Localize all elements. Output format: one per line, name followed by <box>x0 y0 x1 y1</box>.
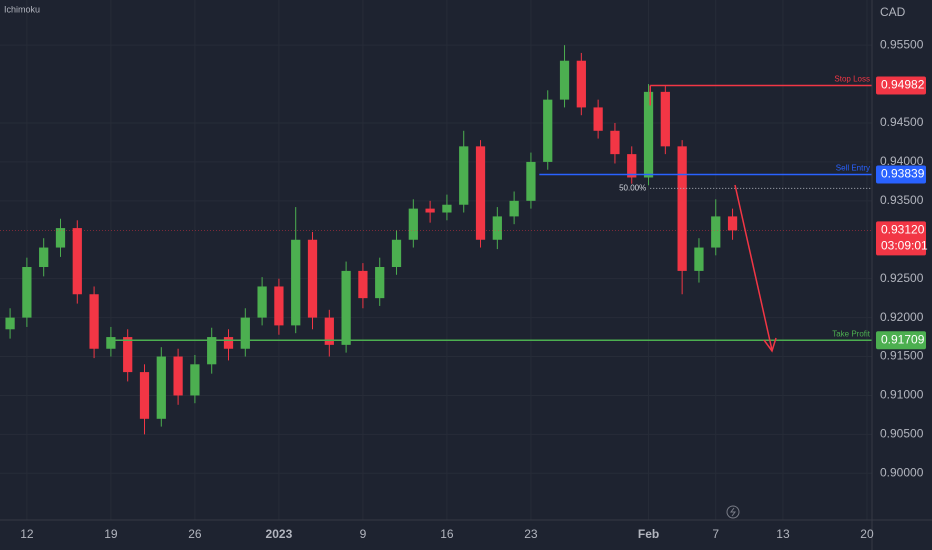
candle-body <box>727 216 738 231</box>
candle-body <box>291 239 301 326</box>
level-box <box>876 331 926 350</box>
level-price: 0.93839 <box>881 167 925 181</box>
currency-label: CAD <box>880 5 906 19</box>
candle-body <box>341 270 351 345</box>
candle-body <box>190 364 200 396</box>
candle-body <box>593 107 603 131</box>
level-name: Stop Loss <box>834 75 870 84</box>
y-tick-label: 0.94500 <box>880 115 924 129</box>
candle-body <box>627 154 637 178</box>
candle-body <box>358 270 368 299</box>
y-tick-label: 0.91500 <box>880 349 924 363</box>
x-tick-label: 2023 <box>266 527 293 541</box>
level-name: Take Profit <box>832 329 871 338</box>
candle-body <box>207 337 217 365</box>
last-price-label: 0.93120 <box>881 223 925 237</box>
candle-body <box>643 91 654 178</box>
level-name: Sell Entry <box>836 164 870 173</box>
fib-label: 50.00% <box>619 183 646 192</box>
x-tick-label: 26 <box>188 527 202 541</box>
candle-body <box>55 228 66 248</box>
countdown-label: 03:09:01 <box>881 239 928 253</box>
candle-body <box>72 228 82 295</box>
candle-body <box>139 372 150 419</box>
candle-body <box>408 208 418 240</box>
x-tick-label: 12 <box>20 527 34 541</box>
level-box <box>876 76 926 95</box>
candle-body <box>543 99 553 162</box>
level-price: 0.91709 <box>881 332 925 346</box>
candle-body <box>694 247 704 271</box>
candle-body <box>509 200 519 217</box>
candle-body <box>425 208 435 213</box>
plot-area <box>0 45 872 435</box>
candle-body <box>576 60 586 108</box>
x-tick-label: 9 <box>360 527 367 541</box>
y-tick-label: 0.91000 <box>880 388 924 402</box>
x-tick-label: 13 <box>776 527 790 541</box>
candle-body <box>106 337 116 349</box>
y-tick-label: 0.94000 <box>880 154 924 168</box>
candle-body <box>123 337 133 373</box>
y-tick-label: 0.90000 <box>880 465 924 479</box>
candle-body <box>711 216 721 248</box>
x-tick-label: 7 <box>712 527 719 541</box>
candle-body <box>257 286 267 318</box>
candle-body <box>307 239 318 318</box>
candle-body <box>442 204 452 213</box>
candle-body <box>492 216 502 240</box>
x-tick-label: 20 <box>860 527 874 541</box>
replay-icon[interactable] <box>726 505 740 519</box>
candle-body <box>475 146 486 240</box>
y-tick-label: 0.90500 <box>880 427 924 441</box>
grid <box>0 0 872 520</box>
candle-body <box>223 337 234 349</box>
candle-body <box>240 317 250 349</box>
level-price: 0.94982 <box>881 78 925 92</box>
candle-body <box>324 317 334 345</box>
candle-body <box>22 267 32 318</box>
x-tick-label: 23 <box>524 527 538 541</box>
candle-body <box>274 286 284 326</box>
candle-body <box>39 247 49 268</box>
indicator-label: Ichimoku <box>4 4 40 14</box>
projection-arrow <box>734 184 777 353</box>
x-tick-label: 19 <box>104 527 118 541</box>
candle-body <box>5 317 15 330</box>
candle-body <box>526 161 536 201</box>
candle-body <box>391 239 402 268</box>
candle-body <box>459 146 469 205</box>
y-tick-label: 0.95500 <box>880 37 924 51</box>
y-tick-label: 0.92500 <box>880 271 924 285</box>
level-box <box>876 165 926 184</box>
candle-body <box>89 294 99 349</box>
candle-body <box>677 146 687 271</box>
candle-body <box>375 267 385 299</box>
x-tick-label: Feb <box>638 527 659 541</box>
last-price-box <box>876 221 926 256</box>
candle-body <box>610 130 620 155</box>
y-tick-label: 0.92000 <box>880 310 924 324</box>
candle-body <box>660 91 670 147</box>
candle-body <box>156 356 166 419</box>
x-tick-label: 16 <box>440 527 454 541</box>
candle-body <box>559 60 570 100</box>
y-tick-label: 0.93500 <box>880 193 924 207</box>
candle-body <box>173 356 183 396</box>
